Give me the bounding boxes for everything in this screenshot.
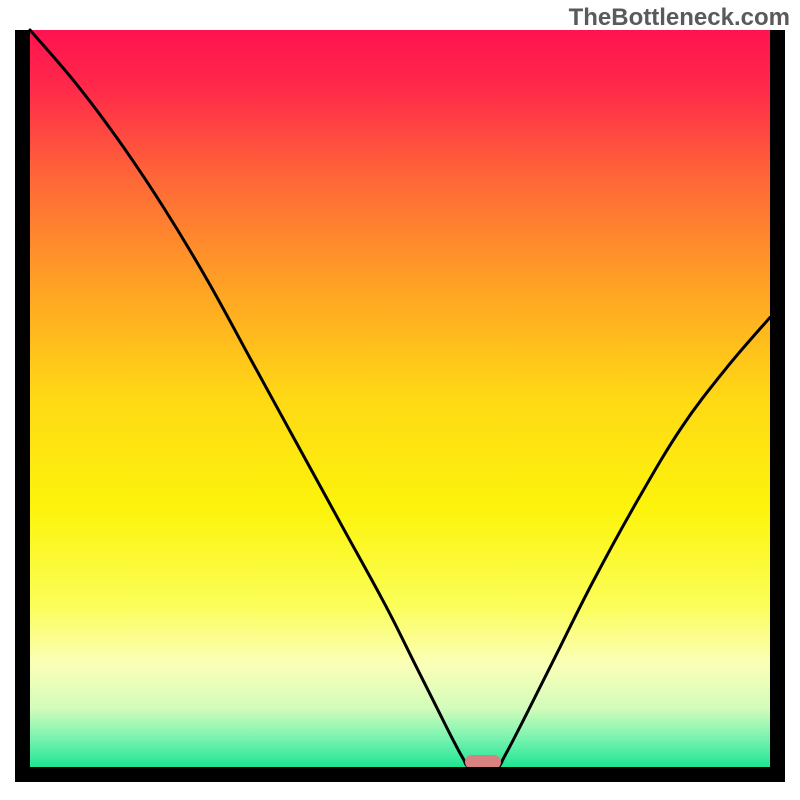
watermark-text: TheBottleneck.com [569,4,790,32]
plot-border-right [770,30,785,782]
bottleneck-curve [15,30,785,782]
plot-border-bottom [15,767,785,782]
plot-border-left [15,30,30,782]
plot-area [15,30,785,782]
chart-container: TheBottleneck.com [0,0,800,800]
